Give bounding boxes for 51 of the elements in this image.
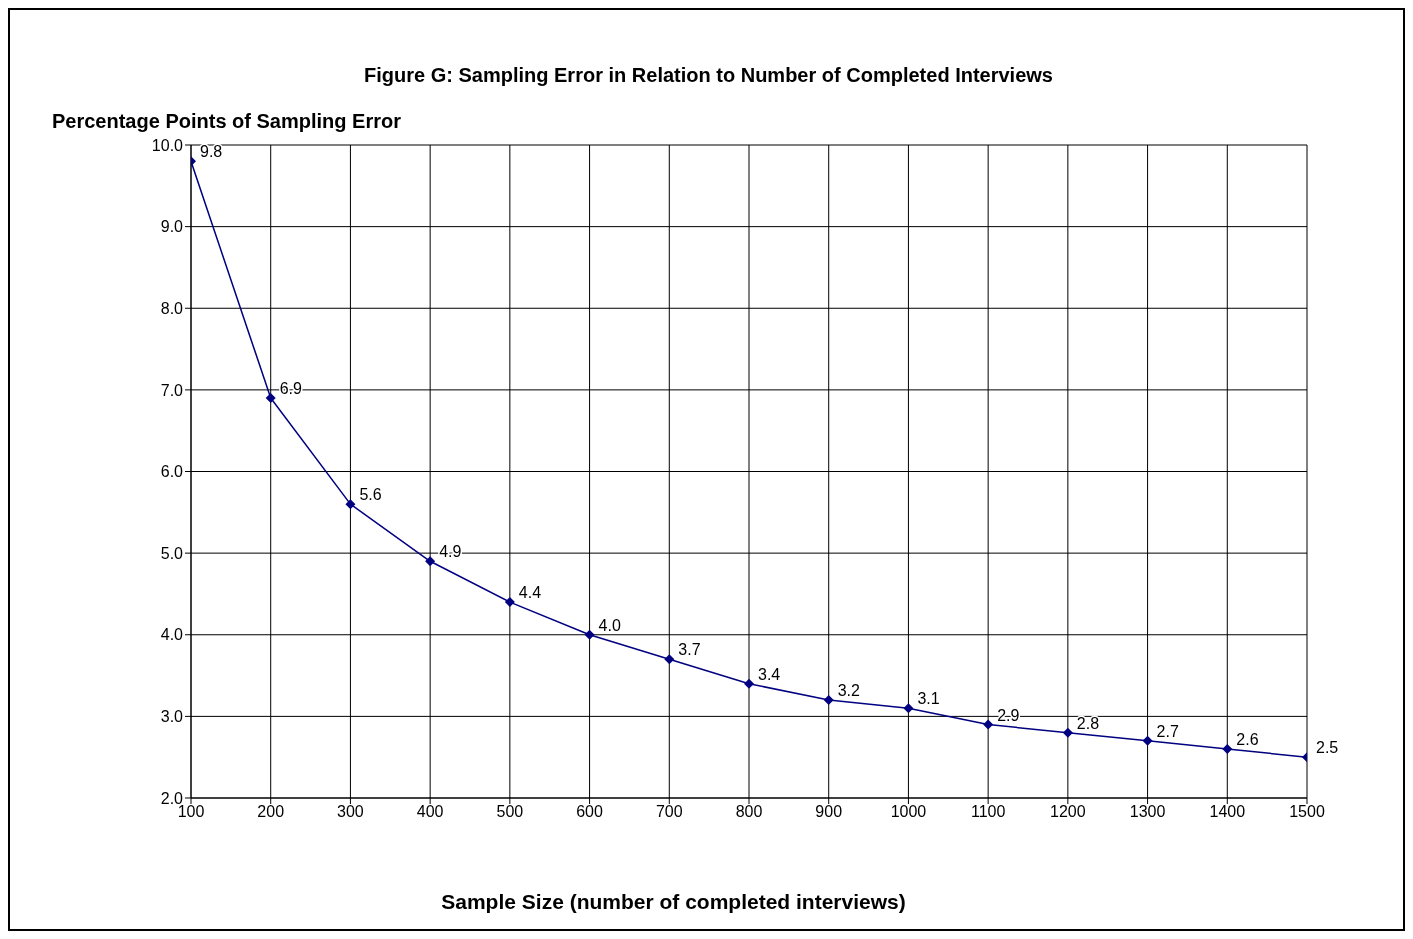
point — [664, 654, 675, 665]
point — [504, 597, 515, 608]
x-tick-label: 1400 — [1209, 803, 1246, 821]
x-tick-label: 400 — [416, 803, 444, 821]
data-label: 2.5 — [1316, 739, 1339, 757]
point — [1062, 727, 1073, 738]
x-tick-label: 300 — [337, 803, 364, 821]
data-label: 9.8 — [200, 143, 223, 161]
x-tick-label: 1500 — [1289, 803, 1325, 821]
data-label: 3.7 — [678, 641, 701, 659]
data-label: 3.4 — [758, 665, 781, 683]
x-tick-label: 1000 — [890, 803, 927, 821]
x-tick-label: 600 — [576, 803, 604, 821]
point — [345, 499, 356, 510]
point — [1222, 744, 1233, 755]
data-label: 2.6 — [1236, 731, 1259, 749]
y-axis-title: Percentage Points of Sampling Error — [52, 110, 401, 133]
data-label: 3.2 — [837, 682, 861, 700]
point — [425, 556, 436, 567]
x-tick-label: 500 — [496, 803, 524, 821]
y-tick-label: 6.0 — [160, 463, 184, 481]
point — [1142, 735, 1153, 746]
y-tick-label: 8.0 — [160, 299, 184, 317]
y-tick-label: 9.0 — [160, 218, 184, 236]
x-tick-label: 1300 — [1129, 803, 1166, 821]
y-tick-label: 5.0 — [160, 544, 184, 562]
data-label: 2.8 — [1076, 714, 1100, 732]
x-tick-label: 800 — [735, 803, 763, 821]
x-tick-label: 1100 — [970, 803, 1006, 821]
data-label: 2.7 — [1156, 722, 1179, 740]
data-label: 3.1 — [917, 690, 940, 708]
point — [983, 719, 994, 730]
x-tick-label: 700 — [655, 803, 683, 821]
y-tick-label: 4.0 — [160, 626, 184, 644]
y-tick-label: 7.0 — [160, 381, 184, 399]
x-tick-label: 1200 — [1050, 803, 1086, 821]
x-axis-title: Sample Size (number of completed interviews) — [440, 890, 907, 914]
x-tick-label: 900 — [815, 803, 843, 821]
data-label: 4.4 — [518, 584, 542, 602]
chart-title: Figure G: Sampling Error in Relation to Number of Completed Interviews — [363, 64, 1054, 87]
point — [823, 695, 834, 706]
point — [903, 703, 914, 714]
x-tick-label: 200 — [257, 803, 285, 821]
point — [744, 678, 754, 689]
x-tick-label: 100 — [177, 803, 205, 821]
y-tick-label: 10.0 — [151, 136, 184, 154]
point — [265, 393, 276, 404]
data-label: 5.6 — [359, 486, 382, 504]
data-label: 4.0 — [598, 616, 621, 634]
y-tick-label: 3.0 — [160, 708, 184, 726]
point — [584, 629, 595, 640]
